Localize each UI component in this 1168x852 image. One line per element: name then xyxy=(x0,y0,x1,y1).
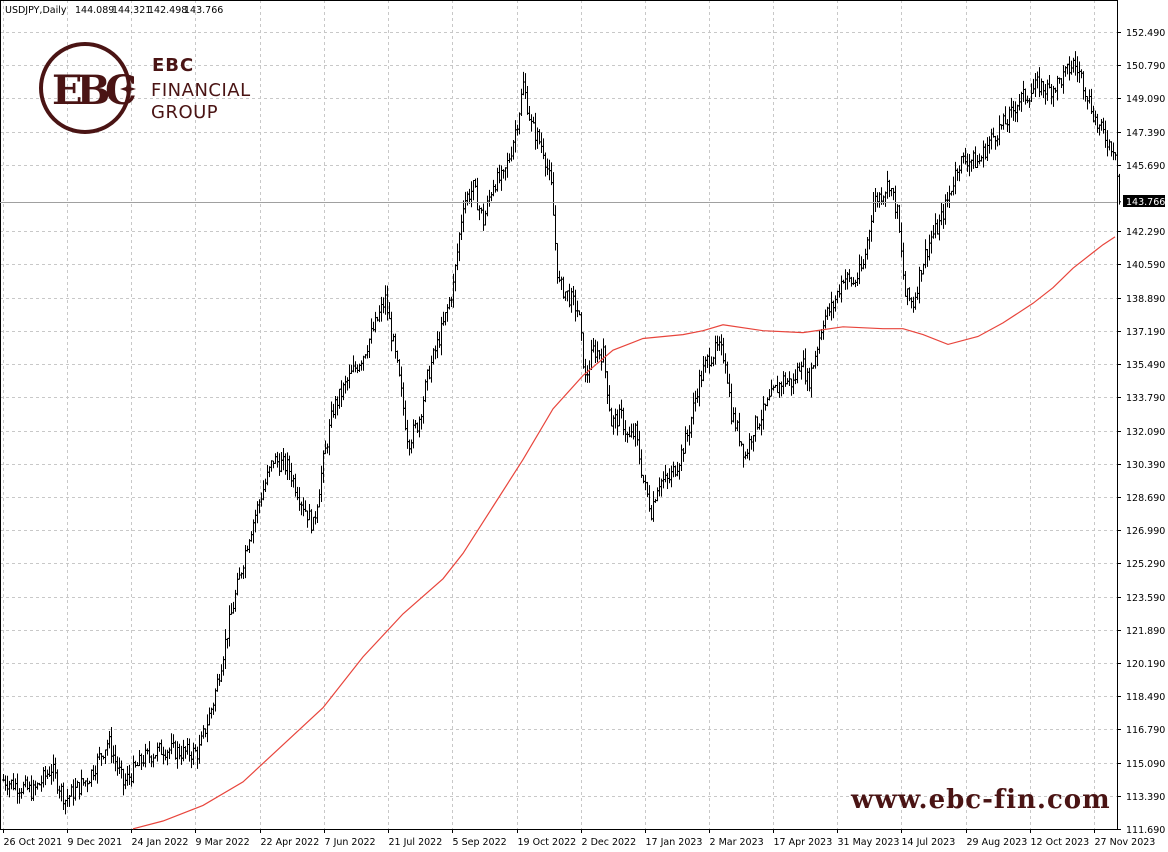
x-tick-label: 2 Mar 2023 xyxy=(710,837,764,848)
y-tick-label: 133.790 xyxy=(1126,393,1165,404)
y-tick-label: 137.190 xyxy=(1126,327,1165,338)
chart-low: 142.498 xyxy=(148,5,187,16)
grid-lines xyxy=(0,0,1117,830)
logo-line-1: EBC xyxy=(152,55,194,76)
y-tick-label: 113.390 xyxy=(1126,792,1165,803)
moving-average-series xyxy=(132,236,1116,830)
price-tag-background xyxy=(1123,195,1165,207)
x-tick-label: 31 May 2023 xyxy=(838,837,900,848)
watermark-url: www.ebc-fin.com xyxy=(850,785,1111,815)
chart-open: 144.089 xyxy=(75,5,114,16)
y-tick-label: 116.790 xyxy=(1126,725,1165,736)
moving-average-line xyxy=(132,236,1116,830)
x-tick-label: 21 Jul 2022 xyxy=(389,837,443,848)
x-tick-label: 14 Jul 2023 xyxy=(902,837,956,848)
y-tick-label: 140.590 xyxy=(1126,260,1165,271)
y-tick-label: 145.690 xyxy=(1126,161,1165,172)
y-tick-label: 152.490 xyxy=(1126,28,1165,39)
x-tick-label: 17 Apr 2023 xyxy=(774,837,833,848)
x-tick-label: 22 Apr 2022 xyxy=(261,837,320,848)
logo-line-2: FINANCIAL xyxy=(151,80,251,101)
current-price-tag: 143.766 xyxy=(1123,195,1165,208)
logo-sparkle-icon xyxy=(120,81,136,97)
y-tick-label: 132.090 xyxy=(1126,427,1165,438)
x-tick-label: 29 Aug 2023 xyxy=(967,837,1028,848)
y-tick-label: 118.490 xyxy=(1126,692,1165,703)
logo-emblem-letters: EBC xyxy=(52,67,135,114)
chart-symbol: USDJPY,Daily xyxy=(5,5,67,16)
y-tick-label: 128.690 xyxy=(1126,493,1165,504)
y-tick-label: 149.090 xyxy=(1126,94,1165,105)
price-series xyxy=(2,51,1121,815)
x-tick-label: 19 Oct 2022 xyxy=(518,837,577,848)
y-tick-label: 150.790 xyxy=(1126,61,1165,72)
y-tick-label: 147.390 xyxy=(1126,128,1165,139)
y-tick-label: 120.190 xyxy=(1126,659,1165,670)
ebc-logo: EBC EBC FINANCIAL GROUP xyxy=(39,42,251,134)
y-tick-label: 135.490 xyxy=(1126,360,1165,371)
x-tick-label: 9 Dec 2021 xyxy=(68,837,123,848)
y-tick-label: 115.090 xyxy=(1126,759,1165,770)
y-tick-label: 138.890 xyxy=(1126,294,1165,305)
y-tick-label: 126.990 xyxy=(1126,526,1165,537)
y-tick-label: 121.890 xyxy=(1126,626,1165,637)
x-axis: 26 Oct 2021 9 Dec 2021 24 Jan 2022 9 Mar 20… xyxy=(3,829,1156,848)
x-tick-label: 9 Mar 2022 xyxy=(196,837,250,848)
y-axis: 152.490 150.790 149.090 147.390 145.690 142.2… xyxy=(1117,28,1165,836)
x-tick-label: 26 Oct 2021 xyxy=(4,837,63,848)
x-tick-label: 17 Jan 2023 xyxy=(646,837,703,848)
x-tick-label: 5 Sep 2022 xyxy=(453,837,507,848)
y-tick-label: 142.290 xyxy=(1126,227,1165,238)
x-tick-label: 27 Nov 2023 xyxy=(1095,837,1156,848)
plot-area xyxy=(0,0,1118,830)
y-tick-label: 125.290 xyxy=(1126,559,1165,570)
x-tick-label: 24 Jan 2022 xyxy=(132,837,189,848)
y-tick-label: 111.690 xyxy=(1126,825,1165,836)
y-tick-label: 130.390 xyxy=(1126,460,1165,471)
x-tick-label: 7 Jun 2022 xyxy=(325,837,376,848)
chart-high: 144.321 xyxy=(112,5,151,16)
chart-close: 143.766 xyxy=(184,5,223,16)
x-tick-label: 12 Oct 2023 xyxy=(1031,837,1090,848)
price-tag-label: 143.766 xyxy=(1126,197,1165,208)
y-tick-label: 123.590 xyxy=(1126,593,1165,604)
logo-line-3: GROUP xyxy=(151,102,218,123)
x-tick-label: 2 Dec 2022 xyxy=(582,837,637,848)
